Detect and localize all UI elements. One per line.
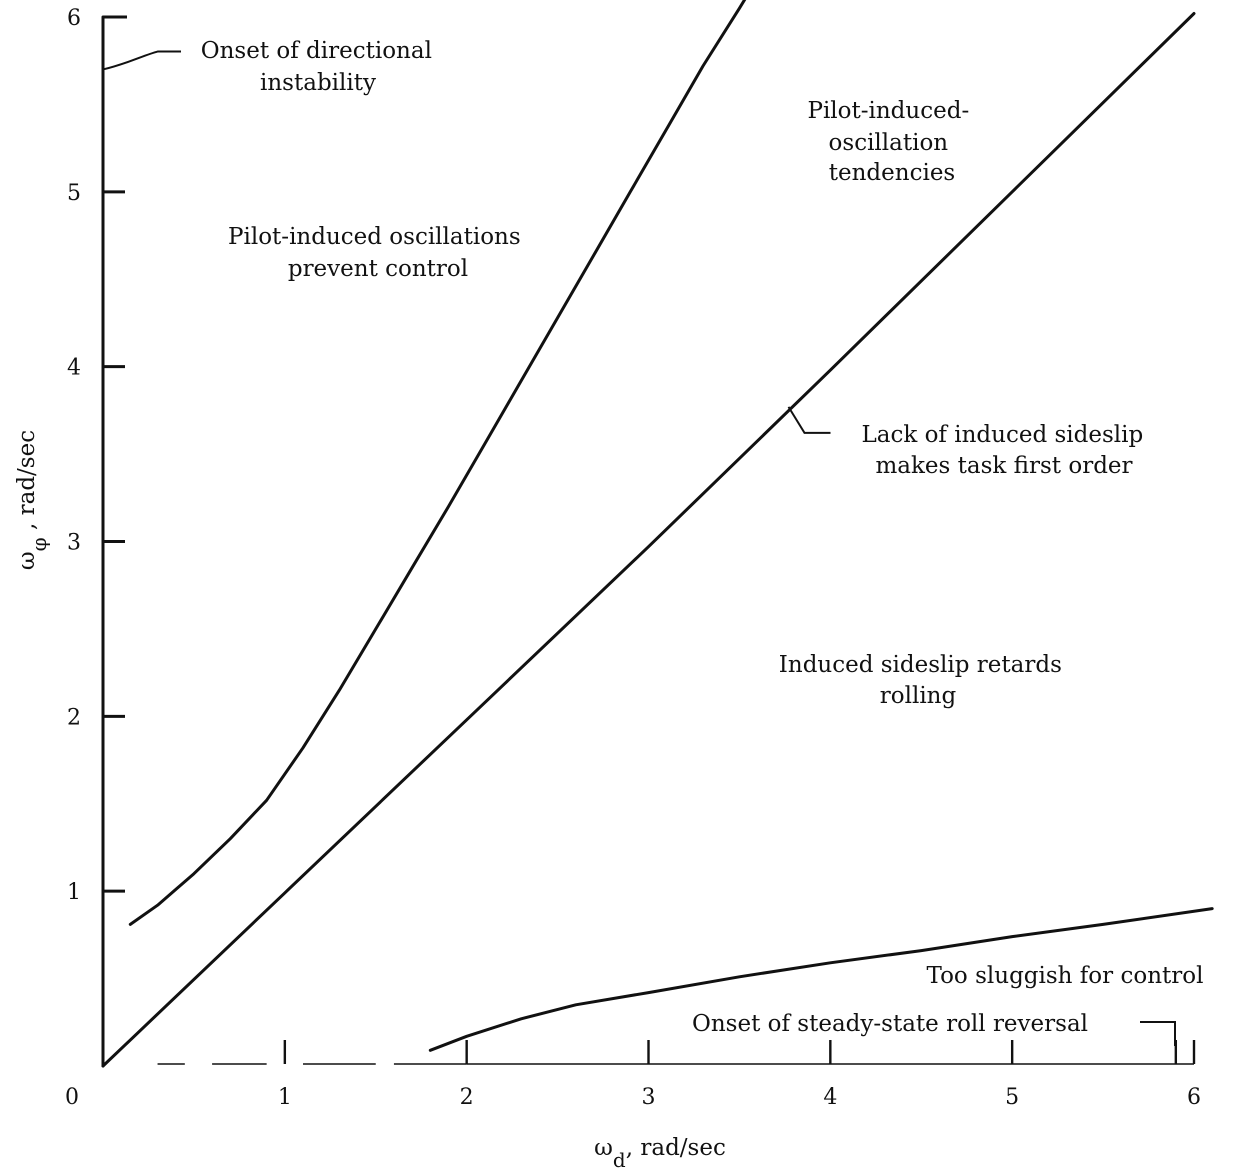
annotation-line: Onset of steady-state roll reversal [692, 1011, 1088, 1037]
y-ticks: 1 2 3 4 5 6 [67, 6, 125, 905]
boundary-line [428, 907, 1214, 1052]
boundary-line [128, 0, 747, 926]
x-ticks: 0 1 2 3 4 5 6 [65, 1085, 1201, 1110]
x-tick-label: 6 [1187, 1085, 1201, 1110]
annotation-induced-sideslip-retards: Induced sideslip retards rolling [779, 652, 1069, 709]
annotation-directional-instability: Onset of directional instability [201, 38, 440, 96]
y-tick-label: 6 [67, 6, 81, 31]
annotation-too-sluggish: Too sluggish for control [927, 963, 1204, 989]
x-tick-label: 2 [460, 1085, 474, 1110]
y-tick-label: 5 [67, 181, 81, 206]
annotations: Onset of directional instability Pilot-i… [201, 38, 1204, 1037]
y-tick-label: 4 [67, 356, 81, 381]
annotation-line: prevent control [288, 256, 468, 282]
annotation-pio-prevent-control: Pilot-induced oscillations prevent contr… [228, 224, 528, 282]
y-axis-label-sub: φ [27, 537, 51, 551]
x-axis-label-sub: d [613, 1148, 626, 1170]
x-tick-label: 4 [823, 1085, 837, 1110]
annotation-leaders [102, 50, 1176, 1046]
boundary-curves [101, 0, 1214, 1068]
x-axis-label: ωd, rad/sec [594, 1135, 726, 1170]
annotation-line: Pilot-induced- [807, 98, 969, 124]
y-axis-label: ωφ , rad/sec [14, 430, 51, 570]
y-tick-label: 3 [67, 531, 81, 556]
axes: 1 2 3 4 5 6 0 1 2 3 4 5 6 [65, 6, 1201, 1110]
x-axis-label-tail: , rad/sec [626, 1135, 726, 1161]
y-tick-label: 2 [67, 705, 81, 730]
x-tick-label: 3 [642, 1085, 656, 1110]
x-tick-label: 5 [1005, 1085, 1019, 1110]
boundary-line [101, 12, 1196, 1068]
x-tick-label: 0 [65, 1085, 79, 1110]
annotation-line: rolling [880, 683, 957, 709]
x-axis-label-main: ω [594, 1135, 613, 1161]
annotation-line: oscillation [829, 130, 949, 156]
annotation-lack-of-induced-sideslip: Lack of induced sideslip makes task firs… [861, 422, 1150, 479]
annotation-roll-reversal: Onset of steady-state roll reversal [692, 1011, 1088, 1037]
annotation-line: Onset of directional [201, 38, 432, 64]
roll-reversal-boundary [157, 1040, 1196, 1065]
x-tick-label: 1 [278, 1085, 292, 1110]
leader-directional-instability [102, 50, 181, 71]
annotation-line: makes task first order [875, 453, 1132, 479]
leader-roll-reversal [1140, 1021, 1176, 1046]
annotation-line: Too sluggish for control [927, 963, 1204, 989]
annotation-pio-tendencies: Pilot-induced- oscillation tendencies [807, 98, 976, 186]
annotation-line: Induced sideslip retards [779, 652, 1062, 678]
annotation-line: tendencies [829, 160, 955, 186]
annotation-line: Pilot-induced oscillations [228, 224, 521, 250]
y-axis-label-main: ω [14, 551, 40, 570]
annotation-line: instability [260, 70, 376, 96]
y-tick-label: 1 [67, 880, 81, 905]
leader-lack-sideslip [787, 406, 831, 434]
y-axis-label-tail: , rad/sec [14, 430, 40, 537]
annotation-line: Lack of induced sideslip [861, 422, 1143, 448]
